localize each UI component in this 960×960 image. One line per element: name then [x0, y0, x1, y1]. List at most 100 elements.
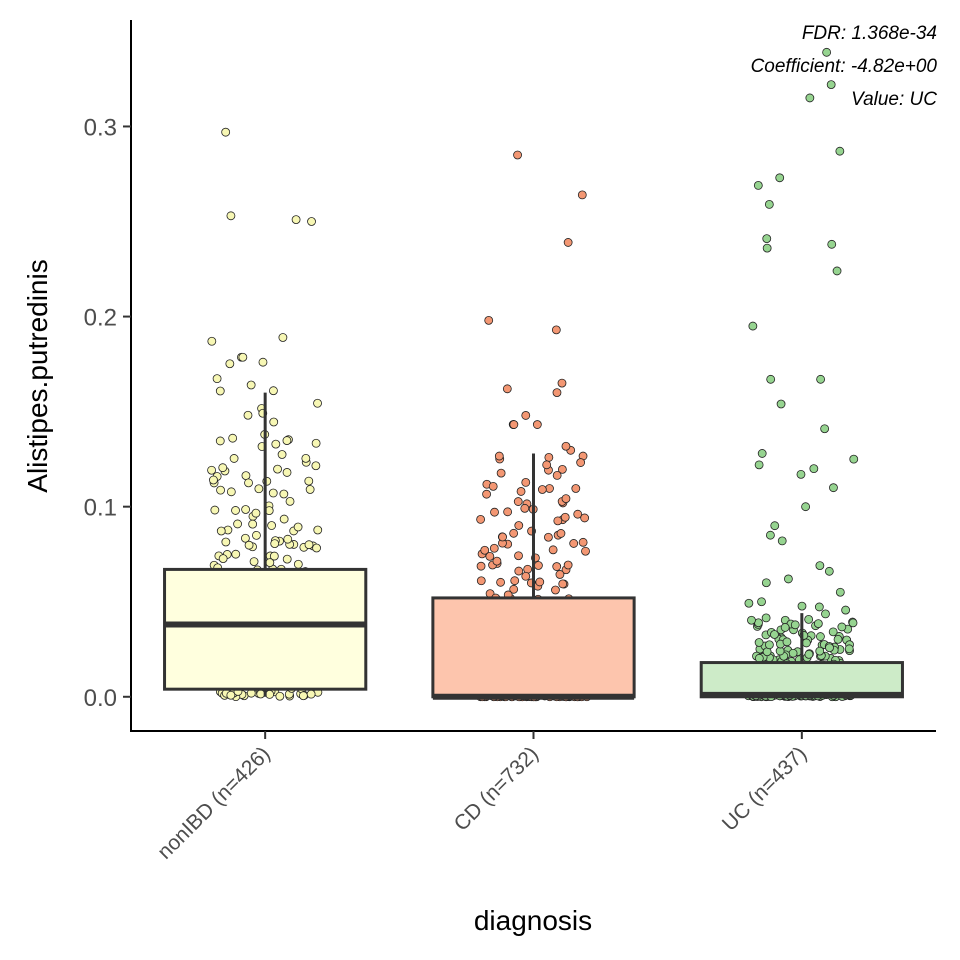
data-point	[513, 497, 523, 506]
outlier-point	[815, 561, 825, 571]
data-point	[573, 509, 583, 519]
data-point	[510, 576, 520, 586]
data-point	[790, 620, 800, 630]
data-point	[244, 478, 253, 488]
data-point	[283, 534, 293, 544]
outlier-point	[764, 200, 774, 209]
data-point	[821, 609, 830, 619]
data-point	[782, 637, 792, 647]
data-point	[279, 514, 289, 524]
data-point	[485, 551, 495, 561]
data-point	[301, 453, 311, 463]
outlier-point	[563, 238, 573, 247]
data-point	[544, 452, 554, 462]
data-point	[804, 615, 814, 624]
box-1	[431, 596, 636, 699]
value-annotation: Value: UC	[851, 89, 937, 110]
data-point	[558, 579, 568, 589]
outlier-point	[757, 597, 766, 607]
data-point	[265, 690, 275, 699]
outlier-point	[835, 587, 845, 597]
data-point	[563, 560, 573, 570]
data-point	[215, 386, 225, 396]
outlier-point	[258, 357, 268, 367]
data-point	[576, 458, 586, 467]
outlier-point	[269, 386, 278, 396]
outlier-point	[777, 536, 787, 546]
data-point	[765, 640, 774, 650]
data-point	[269, 417, 279, 427]
data-point	[552, 471, 562, 480]
data-point	[241, 505, 251, 514]
outlier-point	[521, 411, 531, 420]
data-point	[498, 532, 507, 542]
data-point	[285, 496, 295, 506]
box-0	[163, 567, 368, 691]
x-tick-label: nonIBD (n=426)	[153, 742, 275, 864]
data-point	[581, 546, 590, 556]
data-point	[509, 584, 519, 594]
data-point	[780, 623, 790, 632]
data-point	[240, 533, 250, 543]
data-point	[480, 545, 490, 555]
data-point	[313, 525, 323, 535]
data-point	[754, 638, 764, 647]
data-point	[544, 532, 553, 542]
data-point	[275, 691, 285, 701]
data-point	[212, 374, 222, 384]
data-point	[514, 551, 523, 561]
data-point	[277, 450, 287, 459]
outlier-point	[513, 150, 522, 160]
outlier-point	[748, 321, 758, 331]
data-point	[514, 521, 524, 530]
data-point	[551, 585, 560, 595]
data-point	[813, 619, 823, 628]
data-point	[516, 487, 526, 496]
data-point	[744, 598, 754, 608]
data-point	[218, 463, 228, 473]
data-point	[580, 513, 590, 523]
data-point	[816, 632, 825, 641]
outlier-point	[832, 266, 842, 276]
data-point	[537, 485, 547, 494]
outlier-point	[226, 211, 236, 221]
data-point	[233, 519, 242, 529]
outlier-point	[757, 449, 767, 458]
data-point	[788, 648, 798, 658]
coefficient-annotation: Coefficient: -4.82e+00	[751, 56, 938, 77]
data-point	[535, 577, 545, 587]
data-point	[761, 613, 771, 623]
outlier-point	[221, 127, 231, 137]
data-point	[503, 507, 513, 517]
outlier-point	[829, 483, 838, 493]
data-point	[305, 485, 315, 494]
data-point	[828, 627, 838, 637]
data-point	[229, 454, 239, 463]
data-point	[814, 602, 824, 612]
data-point	[231, 549, 241, 559]
data-point	[293, 522, 303, 532]
data-point	[494, 451, 504, 461]
data-point	[304, 476, 314, 486]
outlier-point	[766, 374, 776, 384]
outlier-point	[551, 325, 561, 335]
outlier-point	[762, 243, 772, 253]
outlier-point	[801, 502, 811, 512]
data-point	[802, 638, 811, 648]
data-point	[282, 436, 292, 445]
data-point	[265, 558, 275, 568]
outlier-point	[822, 47, 832, 57]
outlier-point	[784, 574, 793, 584]
data-point	[557, 464, 567, 474]
data-point	[311, 438, 321, 448]
outlier-point	[207, 336, 217, 346]
data-point	[532, 420, 542, 429]
data-point	[837, 622, 847, 632]
data-point	[273, 464, 282, 474]
data-point	[306, 689, 316, 699]
outlier-point	[835, 146, 845, 156]
data-point	[747, 615, 756, 625]
data-point	[482, 489, 491, 499]
data-point	[209, 475, 218, 485]
